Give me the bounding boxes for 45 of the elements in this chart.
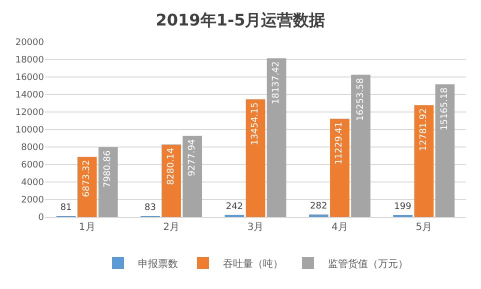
- x-tick-label: 2月: [163, 222, 180, 233]
- legend-label: 吞吐量（吨）: [223, 258, 283, 270]
- y-tick-label: 4000: [21, 178, 44, 188]
- bar: [98, 147, 118, 217]
- y-tick-label: 12000: [15, 108, 44, 118]
- data-label: 81: [60, 203, 72, 213]
- x-tick-label: 1月: [78, 222, 96, 233]
- y-tick-label: 10000: [15, 126, 44, 136]
- data-label: 282: [310, 202, 328, 212]
- y-tick-label: 8000: [21, 143, 44, 154]
- bar: [330, 118, 350, 217]
- x-tick-label: 5月: [416, 222, 432, 233]
- data-label: 6873.32: [82, 160, 92, 198]
- data-label: 16253.58: [356, 78, 366, 121]
- y-tick-label: 16000: [15, 73, 44, 84]
- data-label: 8280.14: [166, 148, 176, 186]
- data-label: 18137.42: [272, 61, 282, 104]
- x-tick-label: 3月: [247, 222, 264, 233]
- data-label: 83: [144, 203, 156, 213]
- legend-label: 申报票数: [138, 258, 178, 270]
- data-label: 11229.41: [334, 122, 345, 165]
- data-label: 7980.86: [103, 150, 114, 188]
- data-label: 242: [226, 202, 244, 212]
- legend-label: 监管货值（万元）: [328, 258, 408, 270]
- y-tick-label: 20000: [15, 38, 44, 48]
- data-label: 199: [394, 202, 412, 212]
- chart-title: 2019年1-5月运营数据: [156, 10, 326, 30]
- bar: [435, 84, 455, 217]
- y-tick-label: 14000: [15, 90, 44, 101]
- bar: [77, 156, 97, 217]
- bar: [162, 144, 181, 217]
- bar: [414, 105, 434, 217]
- bar: [182, 136, 202, 217]
- bar: [351, 74, 370, 217]
- y-tick-label: 0: [38, 213, 44, 224]
- data-label: 15165.18: [440, 87, 450, 131]
- bar: [246, 99, 266, 217]
- data-label: 13454.15: [250, 102, 260, 146]
- x-tick-label: 4月: [332, 222, 348, 233]
- data-label: 12781.92: [418, 108, 429, 152]
- y-tick-label: 6000: [21, 160, 44, 171]
- bar: [266, 58, 286, 217]
- data-label: 9277.94: [187, 138, 198, 176]
- y-tick-label: 2000: [21, 196, 44, 206]
- y-tick-label: 18000: [15, 56, 44, 66]
